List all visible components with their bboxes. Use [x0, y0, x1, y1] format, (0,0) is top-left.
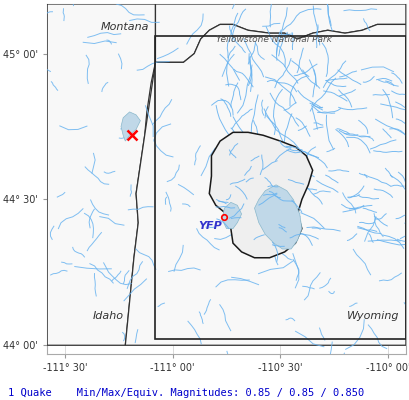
- Polygon shape: [121, 112, 140, 141]
- Text: Montana: Montana: [101, 22, 149, 32]
- Bar: [155, 36, 405, 340]
- Polygon shape: [125, 24, 405, 345]
- Polygon shape: [209, 132, 312, 258]
- Polygon shape: [155, 4, 405, 62]
- Polygon shape: [254, 185, 301, 249]
- Polygon shape: [222, 202, 241, 228]
- Polygon shape: [47, 4, 155, 345]
- Text: YFP: YFP: [198, 220, 222, 230]
- Text: 1 Quake    Min/Max/Equiv. Magnitudes: 0.85 / 0.85 / 0.850: 1 Quake Min/Max/Equiv. Magnitudes: 0.85 …: [8, 388, 364, 398]
- Text: Wyoming: Wyoming: [346, 311, 398, 321]
- Text: Idaho: Idaho: [92, 311, 123, 321]
- Text: Yellowstone National Park: Yellowstone National Park: [216, 35, 331, 44]
